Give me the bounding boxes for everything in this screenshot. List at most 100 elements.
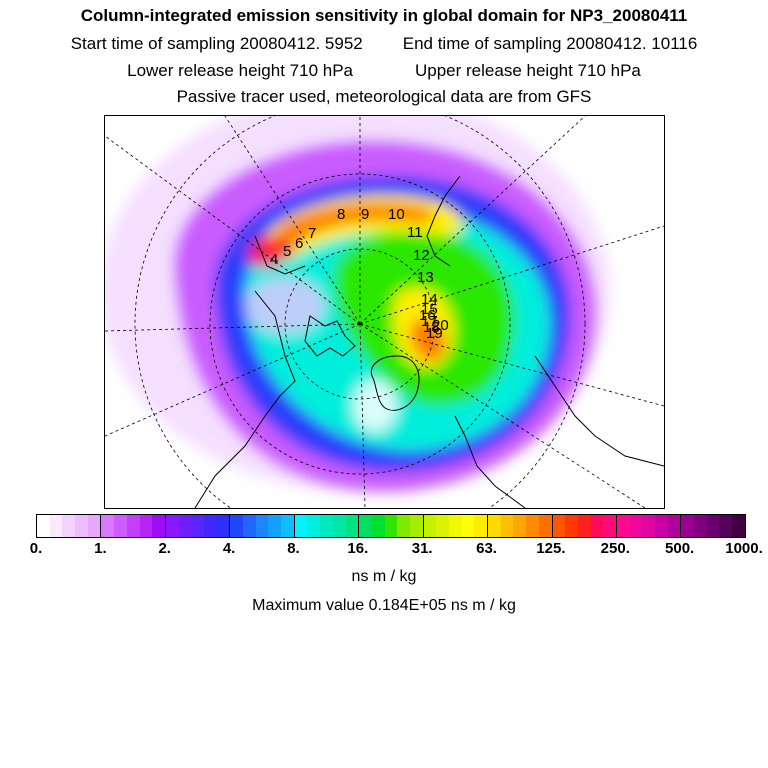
colorbar-segment xyxy=(75,515,88,537)
colorbar-segment xyxy=(629,515,643,537)
release-upper: Upper release height 710 hPa xyxy=(415,61,641,80)
colorbar-segment xyxy=(449,515,462,537)
colorbar-tick-label: 125. xyxy=(536,540,566,557)
colorbar-segment xyxy=(359,515,372,537)
colorbar-tick-label: 0. xyxy=(29,540,43,557)
colorbar-segment xyxy=(37,515,50,537)
coast-asia xyxy=(426,175,461,267)
meridian-line xyxy=(224,116,361,325)
coast-alaska xyxy=(254,235,306,275)
colorbar-unit: ns m / kg xyxy=(351,568,417,585)
colorbar-segment xyxy=(513,515,527,537)
colorbar-segment xyxy=(436,515,449,537)
colorbar-segment xyxy=(655,515,668,537)
colorbar-segment xyxy=(397,515,410,537)
coast-scandinavia xyxy=(454,415,526,508)
maximum-value: Maximum value 0.184E+05 ns m / kg xyxy=(252,597,516,614)
colorbar-segment xyxy=(577,515,591,537)
track-point-label: 13 xyxy=(417,269,434,286)
meridian-line xyxy=(359,323,366,508)
colorbar-segment xyxy=(642,515,655,537)
colorbar-segment xyxy=(165,515,179,537)
colorbar-segment xyxy=(114,515,127,537)
colorbar-segment xyxy=(474,515,489,537)
emission-sensitivity-map: 4 5 6 7 8 9 10 11 12 13 14 15 16 17 18 19 20 xyxy=(104,115,665,509)
sampling-start: Start time of sampling 20080412. 5952 xyxy=(70,34,363,53)
coast-europe xyxy=(534,355,664,467)
colorbar-segment xyxy=(719,515,733,537)
track-point-label: 15 xyxy=(421,301,438,318)
colorbar-segment xyxy=(268,515,282,537)
meridian-line xyxy=(105,323,361,437)
colorbar-segment xyxy=(191,515,204,537)
colorbar-segment xyxy=(526,515,539,537)
colorbar-segment xyxy=(281,515,295,537)
colorbar-segment xyxy=(667,515,682,537)
track-point-label: 14 xyxy=(421,291,438,308)
colorbar-tick-labels: 0. 1. 2. 4. 8. 16. 31. 63. 125. 250. 500. 1000. xyxy=(0,540,768,560)
colorbar-segment xyxy=(307,515,321,537)
meridian-line xyxy=(359,225,664,325)
latitude-circle xyxy=(284,248,436,400)
colorbar-segment xyxy=(139,515,153,537)
colorbar-segment xyxy=(178,515,192,537)
track-point-label: 18 xyxy=(423,319,440,336)
meridian-line xyxy=(105,323,361,332)
colorbar-segment xyxy=(616,515,630,537)
track-point-label: 20 xyxy=(432,317,449,334)
colorbar-segment xyxy=(694,515,707,537)
graticule xyxy=(105,116,664,508)
colorbar-tick-label: 500. xyxy=(665,540,695,557)
track-point-label: 5 xyxy=(283,243,291,260)
coast-arctic-islands xyxy=(304,315,356,357)
colorbar-segment xyxy=(320,515,333,537)
colorbar-segment xyxy=(216,515,231,537)
tracer-note: Passive tracer used, meteorological data… xyxy=(176,87,592,106)
track-point-label: 12 xyxy=(413,247,430,264)
colorbar-tick-label: 63. xyxy=(476,540,497,557)
colorbar-segment xyxy=(345,515,360,537)
meridian-line xyxy=(359,323,664,407)
colorbar-tick-label: 2. xyxy=(158,540,171,557)
track-point-label: 17 xyxy=(421,313,438,330)
colorbar-segment xyxy=(409,515,424,537)
track-point-label: 10 xyxy=(388,206,405,223)
colorbar-segment xyxy=(332,515,346,537)
colorbar-segment xyxy=(461,515,475,537)
colorbar-tick-label: 8. xyxy=(287,540,300,557)
colorbar-segment xyxy=(230,515,243,537)
colorbar-segment xyxy=(126,515,140,537)
field-light-patch xyxy=(245,278,325,334)
colorbar-segment xyxy=(152,515,166,537)
track-point-label: 4 xyxy=(270,251,278,268)
colorbar-segment xyxy=(706,515,720,537)
colorbar-tick-label: 4. xyxy=(222,540,236,557)
colorbar-segment xyxy=(255,515,269,537)
colorbar-segment xyxy=(500,515,514,537)
release-lower: Lower release height 710 hPa xyxy=(127,61,353,80)
colorbar-segment xyxy=(423,515,437,537)
colorbar-segment xyxy=(49,515,63,537)
track-point-label: 6 xyxy=(295,235,303,252)
field-light-hole xyxy=(353,380,397,432)
track-point-label: 8 xyxy=(337,206,345,223)
colorbar-tick-label: 31. xyxy=(411,540,433,557)
colorbar-segment xyxy=(552,515,566,537)
colorbar-segment xyxy=(101,515,115,537)
colorbar-tick-label: 16. xyxy=(347,540,369,557)
colorbar-segment xyxy=(603,515,617,537)
colorbar-segment xyxy=(538,515,553,537)
coast-north-america xyxy=(194,290,296,508)
plot-title: Column-integrated emission sensitivity i… xyxy=(80,6,688,25)
colorbar-segment xyxy=(62,515,76,537)
colorbar-segment xyxy=(87,515,102,537)
colorbar-segment xyxy=(681,515,695,537)
colorbar-tick-label: 250. xyxy=(600,540,630,557)
colorbar-segment xyxy=(371,515,385,537)
latitude-circle xyxy=(209,173,511,475)
track-point-label: 16 xyxy=(419,307,436,324)
sampling-times: Start time of sampling 20080412. 5952 End… xyxy=(0,34,768,54)
latitude-circle xyxy=(134,116,586,508)
colorbar-segment xyxy=(590,515,604,537)
